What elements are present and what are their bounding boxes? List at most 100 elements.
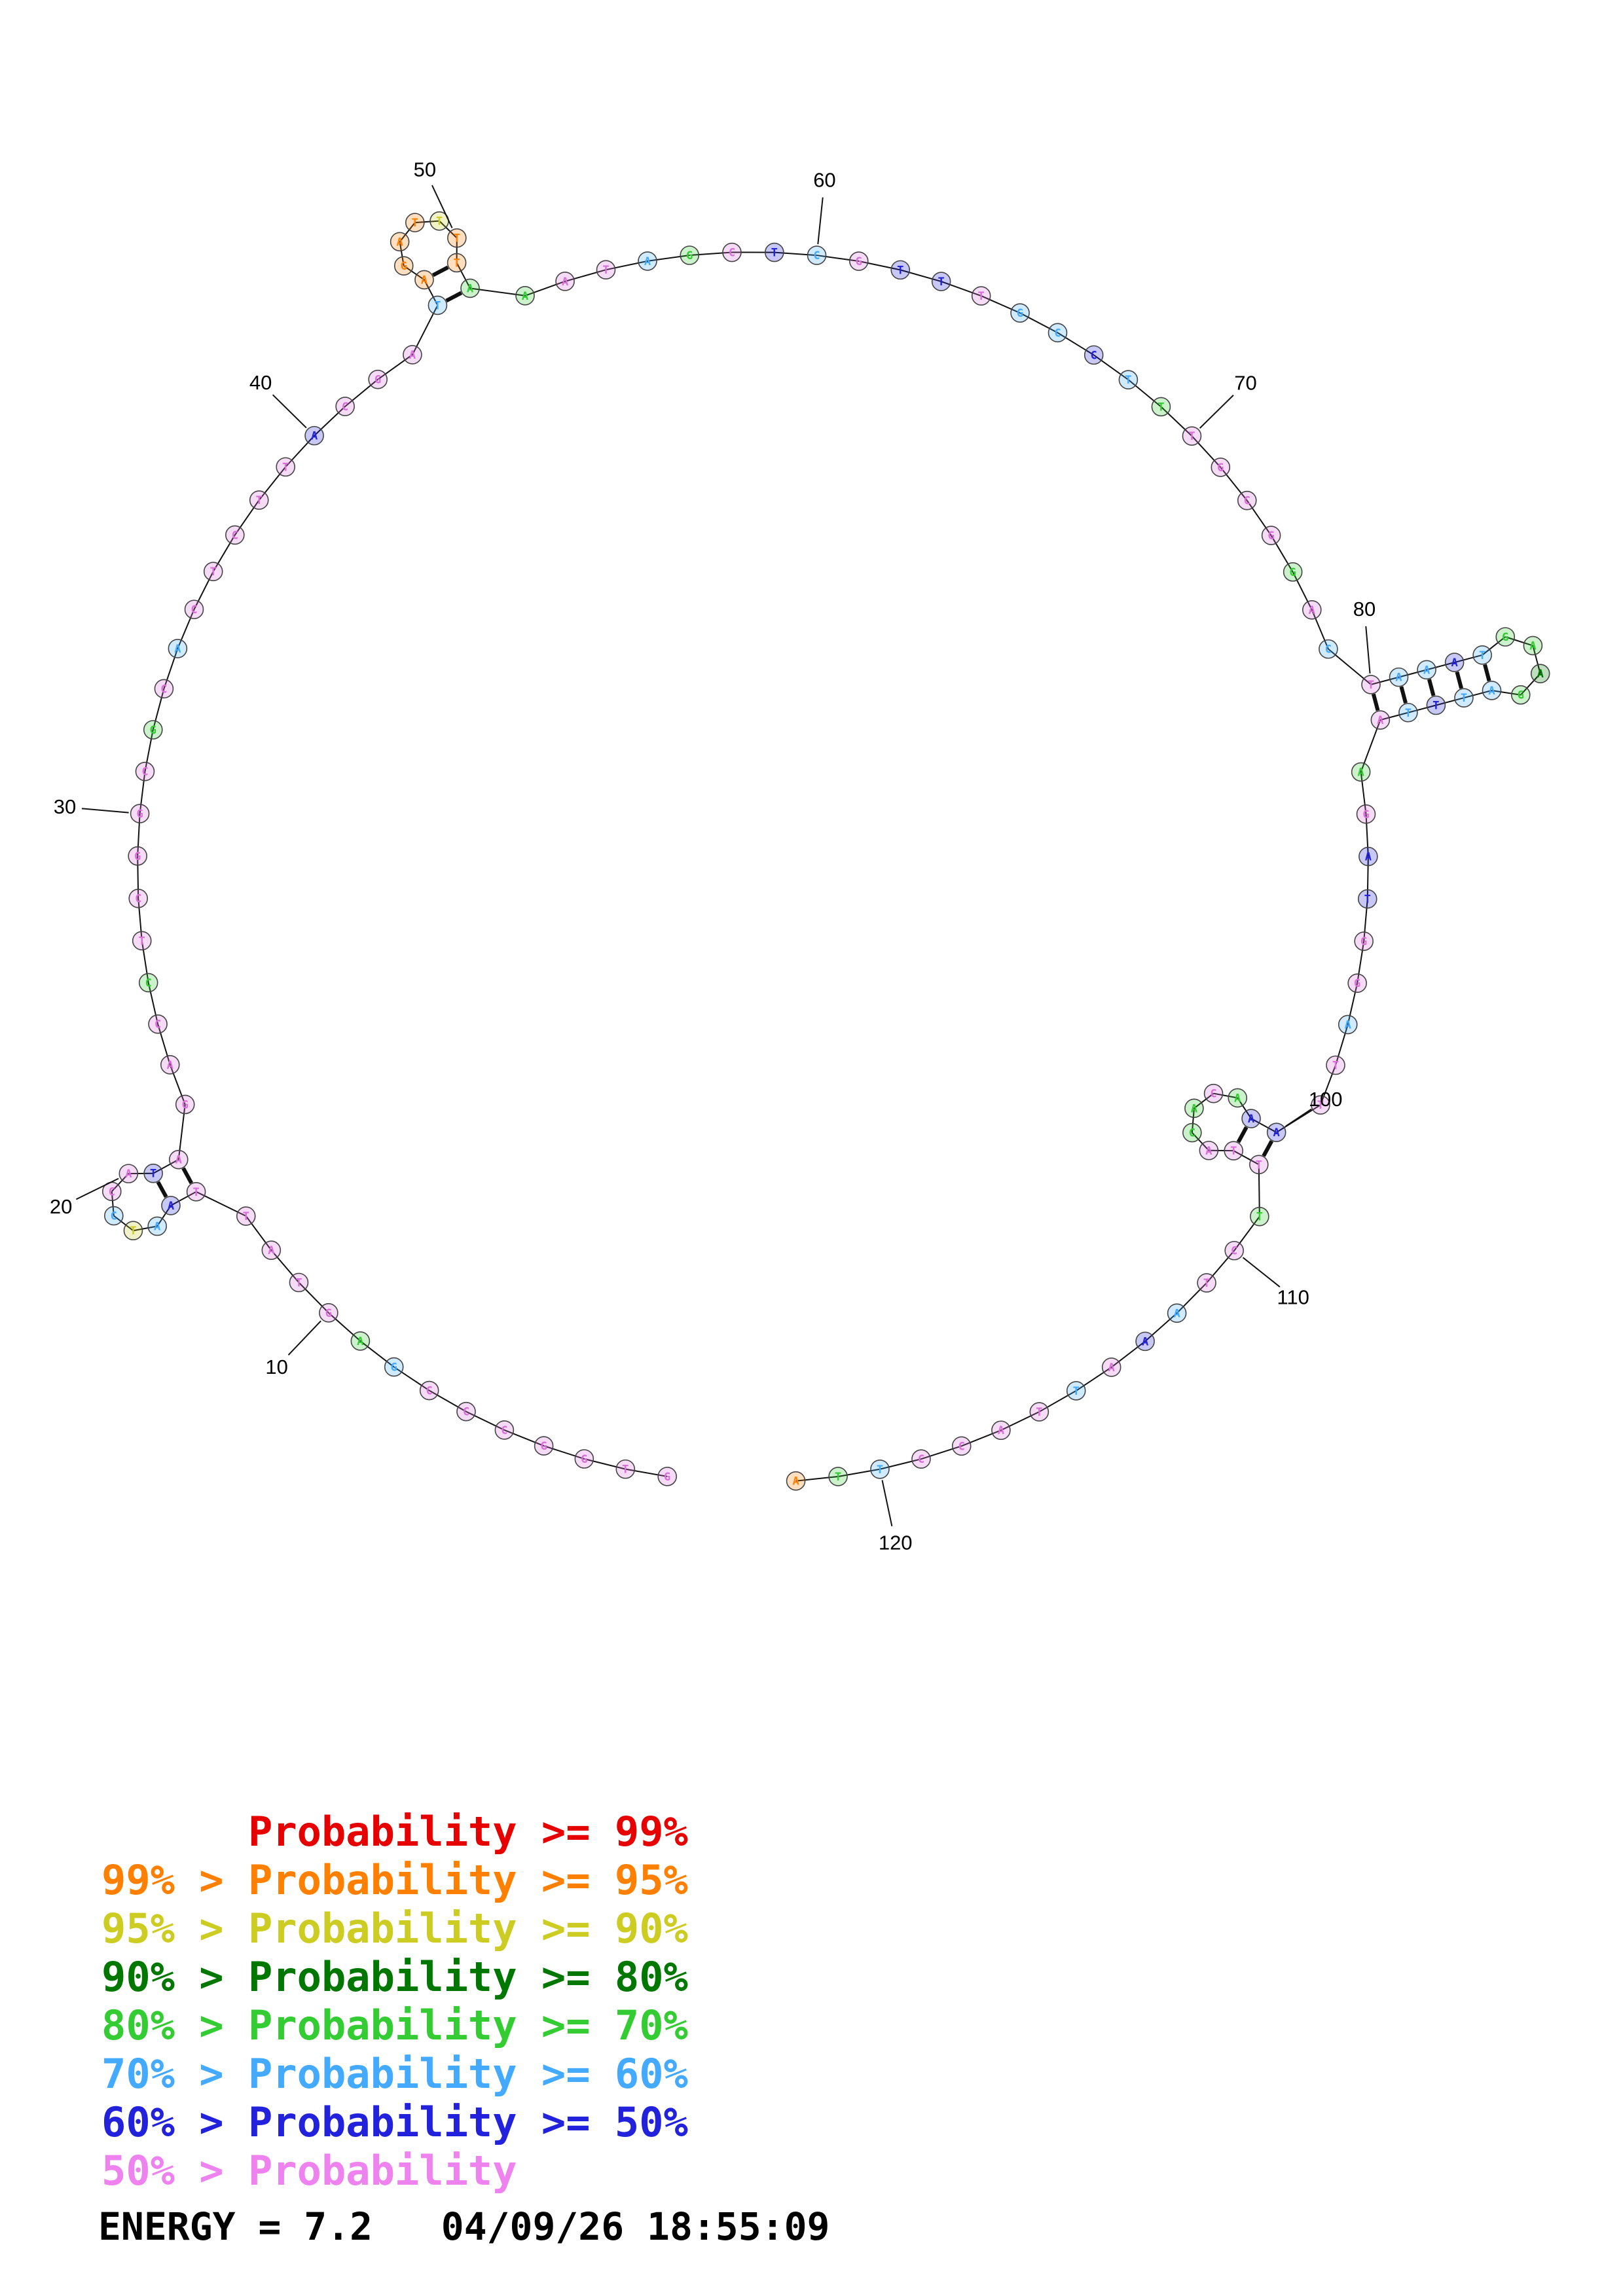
backbone-segment [625, 1468, 668, 1477]
backbone-segment [377, 354, 413, 380]
nucleotide-52: A [460, 278, 480, 298]
nucleotide-letter: T [1405, 707, 1412, 720]
position-label-10: 10 [265, 1355, 287, 1378]
backbone-segment [170, 1191, 197, 1206]
nucleotide-circle [1184, 1098, 1204, 1119]
nucleotide-110: C [1224, 1240, 1244, 1261]
backbone-segment [344, 378, 378, 407]
nucleotide-27: T [132, 931, 152, 951]
nucleotide-circle [1249, 1155, 1269, 1175]
nucleotide-circle [1359, 846, 1378, 867]
backbone-segment [314, 406, 346, 437]
nucleotide-circle [638, 251, 657, 271]
backbone-segment [1357, 941, 1365, 984]
backbone-segment [1233, 1216, 1260, 1251]
legend-line: 99% > Probability >= 95% [101, 1856, 688, 1904]
nucleotide-letter: T [454, 232, 460, 245]
nucleotide-circle [1010, 303, 1030, 323]
nucleotide-circle [1101, 1357, 1122, 1377]
nucleotide-31: C [135, 761, 155, 781]
nucleotide-9: A [350, 1331, 371, 1351]
nucleotide-65: G [1010, 303, 1030, 323]
nucleotide-circle [393, 256, 414, 276]
nucleotide-circle [1084, 345, 1104, 365]
nucleotide-letter: C [109, 1185, 115, 1198]
backbone-segment [1192, 1132, 1210, 1151]
nucleotide-circle [168, 639, 188, 658]
nucleotide-letter: G [1217, 461, 1224, 475]
backbone-segment [1111, 1340, 1146, 1368]
nucleotide-letter: C [160, 683, 167, 696]
nucleotide-92: G [1356, 804, 1376, 824]
nucleotide-circle [335, 397, 355, 416]
nucleotide-circle [1029, 1402, 1049, 1422]
legend-line: Probability >= 99% [101, 1808, 688, 1856]
nucleotide-letter: A [1488, 685, 1495, 698]
nucleotide-letter: A [396, 236, 403, 249]
nucleotide-37: C [225, 525, 245, 545]
backbone-segment [399, 222, 416, 242]
nucleotide-circle [657, 1467, 677, 1486]
backbone-segment [1038, 1390, 1077, 1412]
nucleotide-circle [1182, 426, 1202, 446]
backbone-segment [1365, 814, 1369, 857]
backbone-segment [816, 255, 859, 262]
nucleotide-circle [236, 1206, 256, 1226]
nucleotide-30: G [130, 804, 150, 823]
nucleotide-circle [138, 973, 158, 993]
legend-line: 60% > Probability >= 50% [101, 2098, 688, 2146]
nucleotide-letter: A [154, 1220, 160, 1233]
nucleotide-circle [1135, 1331, 1155, 1352]
backbone-segment [1206, 1250, 1235, 1283]
base-pair-bond [1483, 664, 1491, 682]
nucleotide-89: T [1398, 702, 1418, 723]
nucleotide-107: T [1224, 1141, 1243, 1160]
nucleotide-circle [1482, 681, 1502, 700]
nucleotide-circle [931, 272, 951, 291]
nucleotide-circle [1347, 973, 1367, 993]
nucleotide-121: T [828, 1467, 848, 1486]
nucleotide-circle [870, 1459, 890, 1479]
nucleotide-93: A [1359, 846, 1378, 867]
nucleotide-letter: C [1231, 1245, 1237, 1258]
nucleotide-circle [161, 1196, 181, 1215]
backbone-segment [258, 466, 286, 501]
backbone-segment [1233, 1150, 1260, 1166]
nucleotide-letter: T [412, 217, 418, 230]
nucleotide-71: G [1211, 457, 1231, 477]
nucleotide-letter: C [191, 603, 197, 617]
nucleotide-circle [1283, 562, 1303, 582]
nucleotide-circle [1389, 667, 1409, 687]
nucleotide-circle [1182, 1122, 1202, 1143]
base-pair-bond [1455, 671, 1464, 689]
nucleotide-letter: T [1203, 1277, 1210, 1290]
nucleotide-120: T [870, 1459, 890, 1479]
nucleotide-circle [203, 562, 223, 581]
nucleotide-letter: A [1273, 1126, 1280, 1139]
nucleotide-letter: T [1332, 1060, 1339, 1073]
label-pointer-line [431, 185, 453, 228]
nucleotide-67: C [1084, 345, 1104, 365]
nucleotide-54: A [555, 272, 575, 291]
nucleotide-18: C [104, 1206, 124, 1226]
nucleotide-circle [1472, 645, 1492, 665]
nucleotide-circle [414, 270, 434, 290]
nucleotide-letter: T [771, 247, 778, 260]
nucleotide-letter: A [1345, 1018, 1351, 1031]
nucleotide-letter: C [232, 529, 238, 542]
nucleotide-letter: C [1091, 349, 1097, 362]
nucleotide-letter: G [134, 850, 141, 863]
nucleotide-circle [1370, 710, 1391, 730]
backbone-segment [1520, 673, 1541, 696]
nucleotide-85: G [1510, 685, 1531, 705]
nucleotide-116: T [1029, 1402, 1049, 1422]
backbone-segment [981, 295, 1021, 314]
nucleotide-letter: C [1189, 1127, 1195, 1140]
label-pointer-line [1365, 626, 1371, 674]
nucleotide-letter: T [1432, 699, 1439, 712]
nucleotide-34: A [168, 639, 188, 658]
backbone-segment [153, 1158, 179, 1174]
backbone-segment [1019, 312, 1058, 334]
nucleotide-letter: A [1248, 1113, 1254, 1126]
nucleotide-circle [160, 1055, 180, 1075]
